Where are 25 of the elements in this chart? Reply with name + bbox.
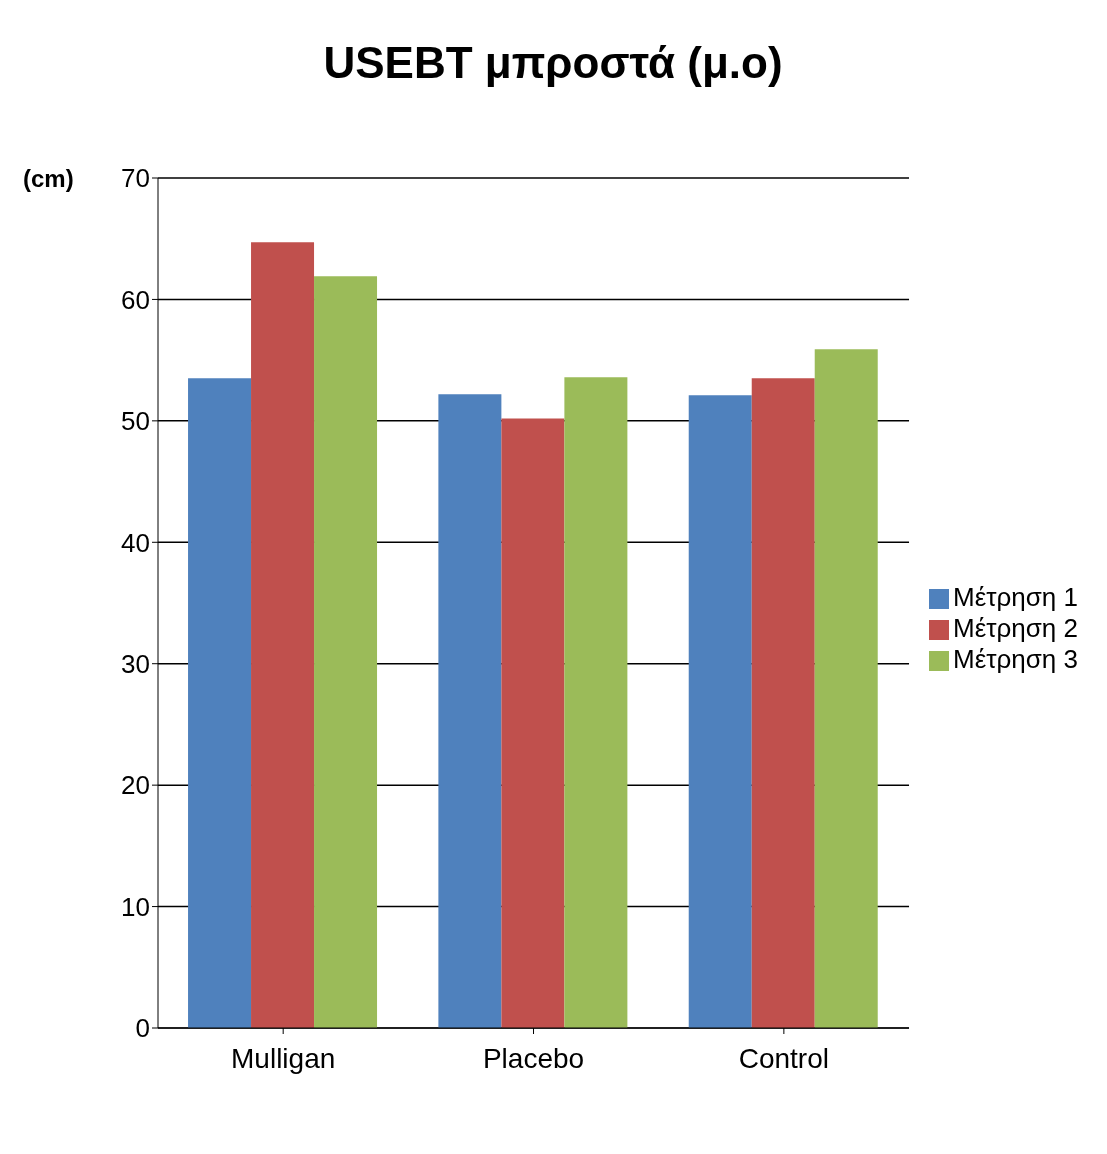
y-axis-title: (cm) <box>23 165 74 192</box>
chart-title: USEBT μπροστά (μ.ο) <box>322 37 784 89</box>
x-tick-label: Mulligan <box>231 1042 336 1074</box>
legend-label: Μέτρηση 3 <box>953 643 1078 674</box>
bar <box>501 418 565 1028</box>
legend-label: Μέτρηση 1 <box>953 581 1078 612</box>
bar <box>751 378 815 1028</box>
y-tick-label: 60 <box>121 284 150 315</box>
y-tick-label: 30 <box>121 648 150 679</box>
bar <box>251 242 315 1028</box>
y-tick-label: 40 <box>121 527 150 558</box>
bar <box>814 349 878 1028</box>
y-tick-label: 70 <box>121 163 150 194</box>
bar <box>314 276 378 1028</box>
x-tick-label: Placebo <box>482 1042 585 1074</box>
x-tick-label: Control <box>738 1042 829 1074</box>
y-tick-label: 50 <box>121 406 150 437</box>
bar <box>188 378 252 1028</box>
bar <box>438 394 502 1028</box>
legend-label: Μέτρηση 2 <box>953 612 1078 643</box>
bar <box>564 377 628 1028</box>
bar <box>688 395 752 1028</box>
y-tick-label: 0 <box>135 1013 150 1044</box>
y-tick-label: 20 <box>121 770 150 801</box>
y-tick-label: 10 <box>121 891 150 922</box>
